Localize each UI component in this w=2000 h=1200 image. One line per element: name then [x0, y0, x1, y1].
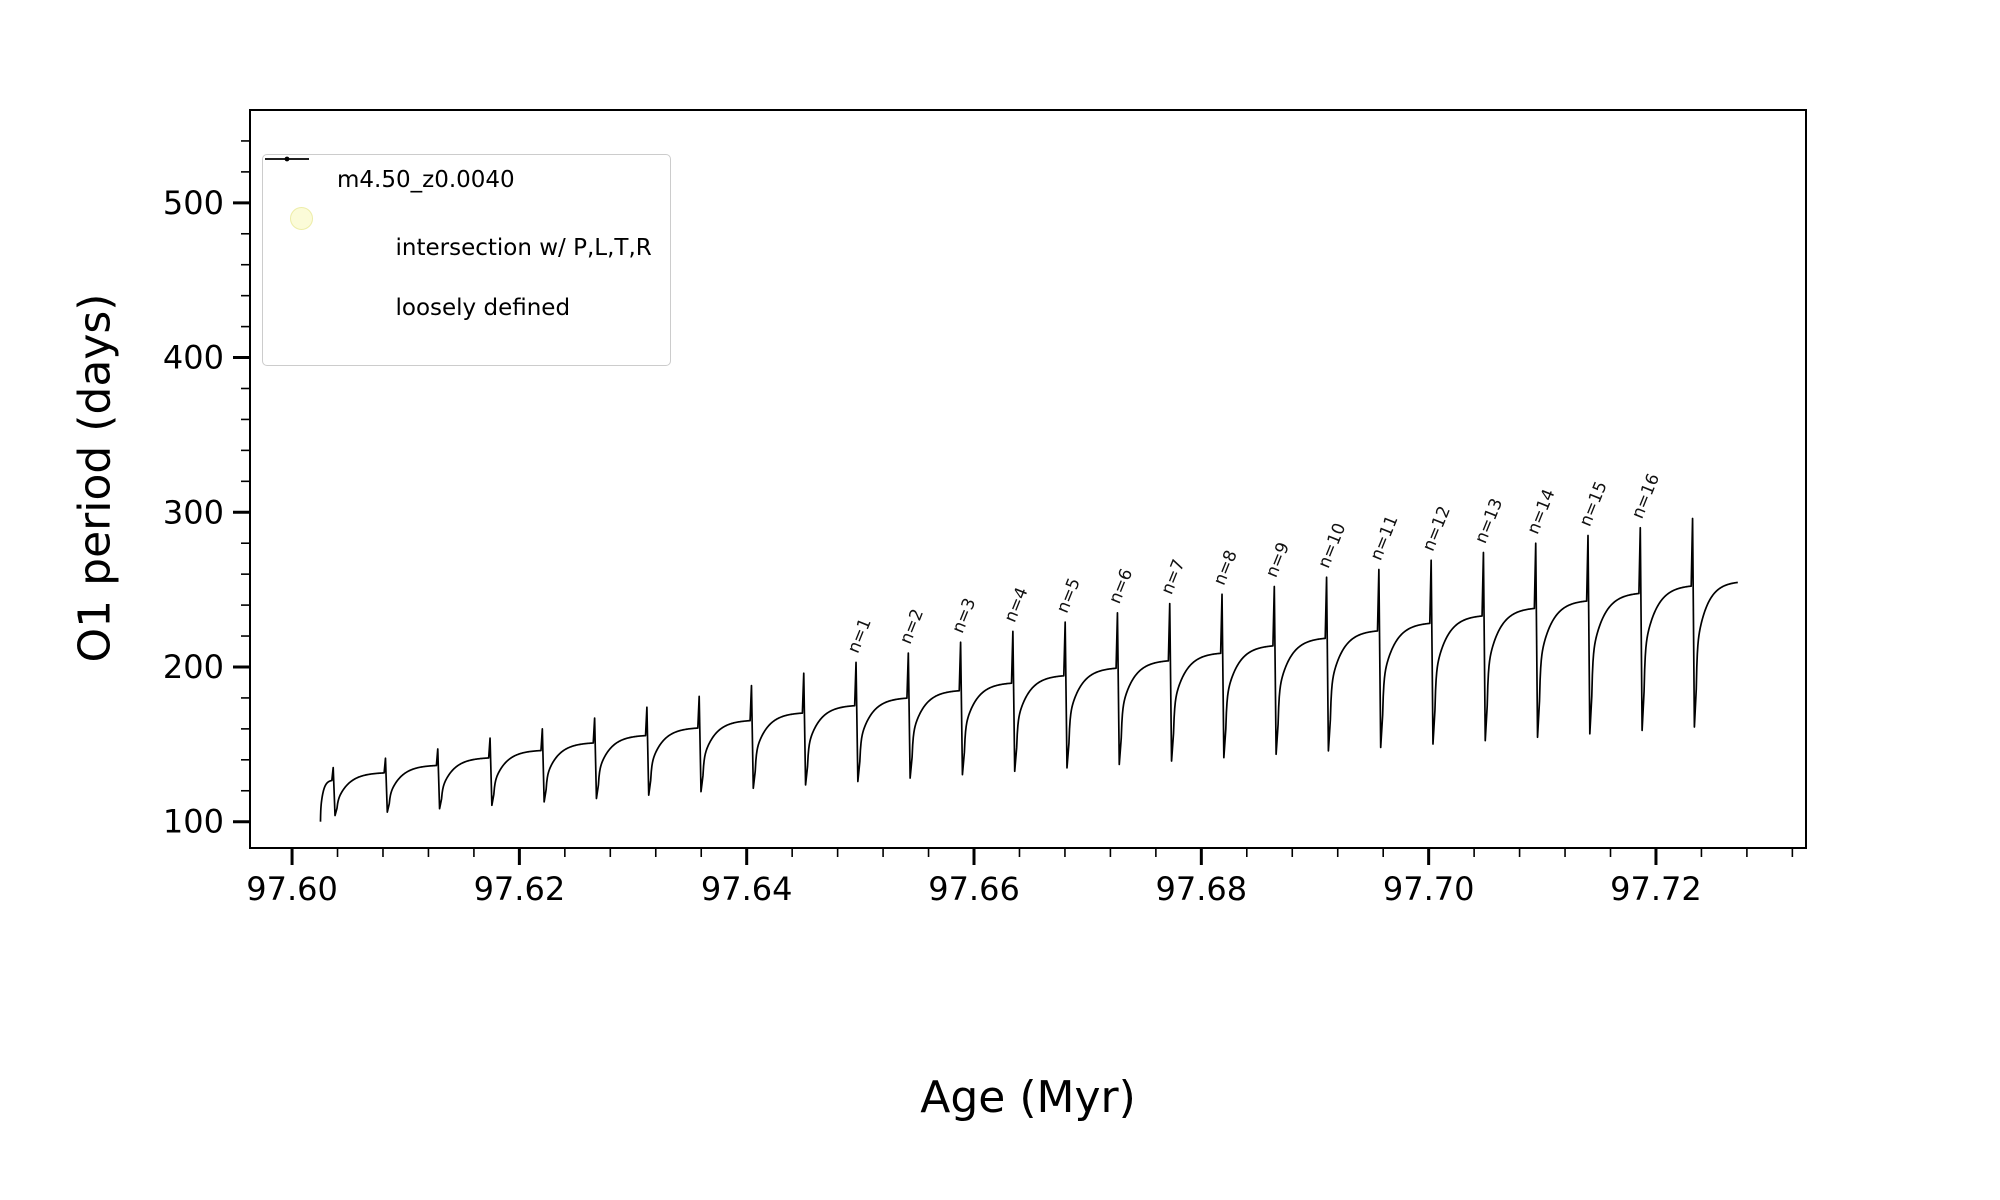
- legend: m4.50_z0.0040 intersection w/ P,L,T,R lo…: [262, 154, 671, 366]
- y-tick-label: 300: [163, 493, 224, 531]
- legend-entry-series: m4.50_z0.0040: [265, 156, 652, 195]
- minor-ticks: [241, 140, 1794, 857]
- y-tick-label: 400: [163, 339, 224, 377]
- legend-label-series: m4.50_z0.0040: [337, 167, 515, 193]
- x-tick-label: 97.66: [928, 870, 1020, 908]
- pulse-annotation: n=5: [1053, 575, 1085, 616]
- pulse-annotation: n=15: [1576, 479, 1612, 530]
- pulse-annotation: n=9: [1262, 540, 1294, 581]
- pulse-annotation: n=2: [896, 606, 928, 647]
- x-tick-label: 97.62: [474, 870, 566, 908]
- pulse-annotation: n=1: [844, 615, 876, 656]
- legend-label-intersection: intersection w/ P,L,T,R loosely defined: [337, 203, 652, 353]
- y-tick-label: 500: [163, 184, 224, 222]
- pulse-annotations: n=1 n=2 n=3 n=4 n=5 n=6 n=7 n=8 n=9 n=10 n=11 n=12 n…: [844, 471, 1664, 656]
- x-tick-label: 97.64: [701, 870, 793, 908]
- x-axis-label: Age (Myr): [920, 1072, 1136, 1123]
- legend-label-intersection-line2: loosely defined: [395, 295, 571, 321]
- pulse-annotation: n=16: [1628, 471, 1664, 522]
- pulse-annotation: n=11: [1367, 513, 1403, 564]
- y-axis-label: O1 period (days): [69, 293, 121, 663]
- tick-labels: 97.60 97.62 97.64 97.66 97.68 97.70 97.72 100 20…: [163, 184, 1702, 908]
- plot-border: [249, 109, 1807, 849]
- pulse-annotation: n=3: [948, 595, 980, 636]
- pulse-annotation: n=14: [1523, 486, 1559, 537]
- major-ticks: [233, 201, 1658, 865]
- yellow-circle-marker-icon: [277, 207, 325, 230]
- legend-entry-intersection: intersection w/ P,L,T,R loosely defined: [277, 203, 652, 353]
- pulse-annotation: n=10: [1314, 520, 1350, 571]
- pulse-annotation: n=4: [1001, 585, 1033, 626]
- pulse-annotation: n=12: [1419, 503, 1455, 554]
- y-tick-label: 200: [163, 648, 224, 686]
- pulse-annotation: n=7: [1157, 557, 1189, 598]
- x-tick-label: 97.68: [1156, 870, 1248, 908]
- y-tick-label: 100: [163, 803, 224, 841]
- x-tick-label: 97.70: [1383, 870, 1475, 908]
- x-tick-label: 97.60: [246, 870, 338, 908]
- pulse-annotation: n=6: [1105, 566, 1137, 607]
- pulse-annotation: n=8: [1210, 547, 1242, 588]
- x-tick-label: 97.72: [1610, 870, 1702, 908]
- legend-label-intersection-line1: intersection w/ P,L,T,R: [395, 235, 652, 261]
- pulse-annotation: n=13: [1471, 496, 1507, 547]
- period-curve: [319, 517, 1739, 822]
